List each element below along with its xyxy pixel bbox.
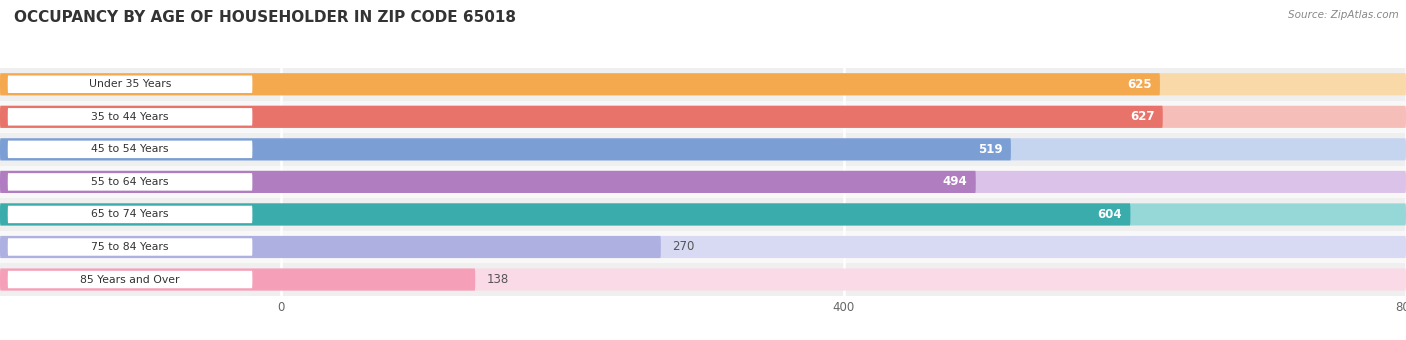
FancyBboxPatch shape [7, 270, 253, 289]
Text: 45 to 54 Years: 45 to 54 Years [91, 144, 169, 154]
FancyBboxPatch shape [7, 107, 253, 126]
Text: 75 to 84 Years: 75 to 84 Years [91, 242, 169, 252]
Text: OCCUPANCY BY AGE OF HOUSEHOLDER IN ZIP CODE 65018: OCCUPANCY BY AGE OF HOUSEHOLDER IN ZIP C… [14, 10, 516, 25]
FancyBboxPatch shape [7, 172, 253, 191]
FancyBboxPatch shape [0, 203, 1406, 225]
Text: 494: 494 [942, 175, 967, 188]
Text: 85 Years and Over: 85 Years and Over [80, 274, 180, 285]
FancyBboxPatch shape [0, 106, 1163, 128]
FancyBboxPatch shape [0, 138, 1406, 160]
Text: 627: 627 [1130, 110, 1154, 123]
FancyBboxPatch shape [0, 138, 1011, 160]
Text: 35 to 44 Years: 35 to 44 Years [91, 112, 169, 122]
Text: 604: 604 [1097, 208, 1122, 221]
FancyBboxPatch shape [0, 171, 976, 193]
Bar [0, 231, 1406, 263]
FancyBboxPatch shape [0, 73, 1406, 95]
Text: 138: 138 [486, 273, 509, 286]
FancyBboxPatch shape [0, 73, 1160, 95]
Bar [0, 198, 1406, 231]
FancyBboxPatch shape [0, 236, 661, 258]
FancyBboxPatch shape [0, 171, 1406, 193]
Text: 519: 519 [977, 143, 1002, 156]
Bar [0, 68, 1406, 101]
Text: Source: ZipAtlas.com: Source: ZipAtlas.com [1288, 10, 1399, 20]
Bar [0, 101, 1406, 133]
Text: 55 to 64 Years: 55 to 64 Years [91, 177, 169, 187]
FancyBboxPatch shape [0, 203, 1130, 225]
FancyBboxPatch shape [0, 106, 1406, 128]
FancyBboxPatch shape [0, 236, 1406, 258]
Text: Under 35 Years: Under 35 Years [89, 79, 172, 89]
Text: 625: 625 [1126, 78, 1152, 91]
FancyBboxPatch shape [0, 269, 1406, 291]
Text: 270: 270 [672, 240, 695, 254]
Bar [0, 263, 1406, 296]
Bar [0, 133, 1406, 166]
FancyBboxPatch shape [7, 238, 253, 256]
FancyBboxPatch shape [0, 269, 475, 291]
FancyBboxPatch shape [7, 75, 253, 94]
FancyBboxPatch shape [7, 205, 253, 224]
FancyBboxPatch shape [7, 140, 253, 159]
Text: 65 to 74 Years: 65 to 74 Years [91, 209, 169, 219]
Bar [0, 166, 1406, 198]
